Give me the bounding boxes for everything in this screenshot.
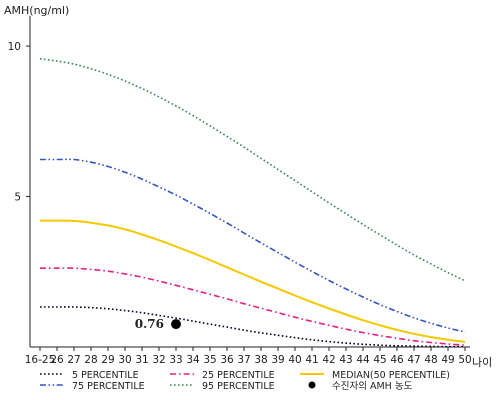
x-tick-label: 46 (390, 354, 404, 366)
series-line-95-percentile (39, 57, 466, 282)
x-tick-label: 39 (271, 354, 284, 366)
x-tick-label: 45 (373, 354, 386, 366)
y-tick-group: 5 10 (8, 41, 30, 204)
patient-amh-point (171, 319, 181, 330)
marker-group: 0.76 (135, 317, 181, 331)
legend: 5 PERCENTILE 25 PERCENTILE MEDIAN(50 PERCE… (40, 370, 450, 392)
x-tick-label: 28 (84, 354, 97, 366)
x-tick-label: 32 (152, 354, 165, 366)
legend-swatch-patient-amh (308, 381, 316, 389)
x-tick-label: 35 (203, 354, 216, 366)
legend-label-median-50-percentile: MEDIAN(50 PERCENTILE) (332, 370, 450, 381)
x-tick-label: 37 (237, 354, 250, 366)
y-axis-title: AMH(ng/ml) (4, 4, 69, 17)
series-line-25-percentile (39, 267, 466, 346)
patient-amh-value-label: 0.76 (135, 317, 164, 331)
legend-label-75-percentile: 75 PERCENTILE (72, 381, 145, 392)
x-tick-label: 47 (407, 354, 420, 366)
x-tick-label: 26 (50, 354, 64, 366)
x-tick-label: 40 (288, 354, 301, 366)
x-axis-title: 나이 (472, 356, 492, 369)
series-line-75-percentile (39, 158, 466, 333)
x-tick-label: 16-25 (25, 354, 56, 366)
x-tick-label: 44 (356, 354, 370, 366)
x-tick-label: 43 (339, 354, 352, 366)
x-tick-label: 49 (441, 354, 454, 366)
x-tick-label: 48 (424, 354, 437, 366)
y-tick-label: 5 (14, 192, 21, 204)
y-tick-label: 10 (8, 41, 21, 53)
x-tick-label: 41 (305, 354, 318, 366)
x-tick-label: 36 (220, 354, 234, 366)
x-tick-label: 33 (169, 354, 182, 366)
x-tick-label: 38 (254, 354, 267, 366)
legend-label-95-percentile: 95 PERCENTILE (202, 381, 275, 392)
x-tick-label: 27 (67, 354, 80, 366)
series-line-median-50-percentile (40, 219, 466, 343)
x-tick-label: 42 (322, 354, 335, 366)
x-tick-label: 50 (458, 354, 471, 366)
legend-label-25-percentile: 25 PERCENTILE (202, 370, 275, 381)
legend-label-5-percentile: 5 PERCENTILE (72, 370, 139, 381)
x-tick-label: 34 (186, 354, 200, 366)
x-tick-label: 29 (101, 354, 114, 366)
legend-label-patient-amh: 수진자의 AMH 농도 (332, 381, 413, 392)
series-line-5-percentile (39, 306, 465, 348)
x-tick-label: 30 (118, 354, 131, 366)
x-tick-label: 31 (135, 354, 148, 366)
series-group (39, 57, 466, 348)
